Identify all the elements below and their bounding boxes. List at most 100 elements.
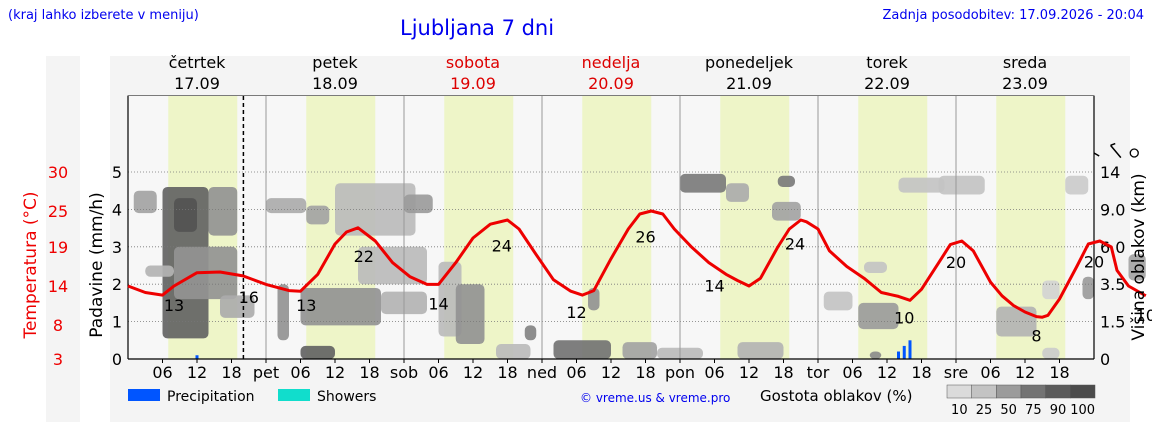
x-tick-label: 06 <box>290 363 310 382</box>
cloud-height-tick-label: 0 <box>1100 350 1110 369</box>
x-tick-label: 12 <box>1015 363 1035 382</box>
x-tick-label: sob <box>390 363 418 382</box>
cloud-block <box>145 265 174 277</box>
cloud-block <box>622 342 657 359</box>
cloud-block <box>300 345 335 359</box>
precip-axis-label: Padavine (mm/h) <box>87 192 107 337</box>
precip-bar <box>897 351 900 359</box>
cloud-height-tick-label: 9.0 <box>1100 200 1125 219</box>
cloud-block <box>680 173 726 193</box>
x-tick-label: 18 <box>635 363 655 382</box>
temperature-value-label: 26 <box>635 228 655 247</box>
cloud-scale-label: 10 <box>951 403 968 418</box>
x-tick-label: 06 <box>704 363 724 382</box>
x-tick-label: 06 <box>428 363 448 382</box>
day-name: četrtek <box>169 53 227 72</box>
temperature-value-label: 13 <box>296 296 316 315</box>
cloud-block <box>858 302 899 330</box>
cloud-density-label: Gostota oblakov (%) <box>760 387 913 405</box>
cloud-scale-label: 100 <box>1070 403 1095 418</box>
wind-calm-mark <box>1129 148 1139 158</box>
cloud-scale-label: 50 <box>1000 403 1017 418</box>
x-tick-label: 12 <box>325 363 345 382</box>
cloud-block <box>1042 347 1060 359</box>
precip-legend-label: Precipitation <box>167 389 255 405</box>
cloud-block <box>404 194 433 214</box>
subtitle: (kraj lahko izberete v meniju) <box>8 8 199 23</box>
temperature-value-label: 14 <box>428 294 448 313</box>
temperature-line <box>127 209 1147 319</box>
day-name: torek <box>866 53 908 72</box>
day-name: petek <box>312 53 358 72</box>
cloud-block <box>1065 175 1089 195</box>
daylight-band <box>720 96 790 359</box>
x-tick-label: 06 <box>152 363 172 382</box>
day-date: 21.09 <box>726 74 772 93</box>
temperature-value-label: 22 <box>354 247 374 266</box>
day-date: 19.09 <box>450 74 496 93</box>
daylight-band <box>582 96 652 359</box>
temperature-tick-label: 25 <box>48 202 68 221</box>
cloud-block <box>455 284 485 345</box>
cloud-scale-swatch <box>971 384 997 399</box>
cloud-block <box>864 261 887 273</box>
cloud-block <box>777 175 795 187</box>
cloud-block <box>174 198 197 232</box>
cloud-block <box>220 295 255 318</box>
precip-bar <box>195 355 199 359</box>
x-tick-label: 18 <box>911 363 931 382</box>
temperature-value-label: 8 <box>1031 327 1041 346</box>
x-tick-label: 12 <box>739 363 759 382</box>
page-title: Ljubljana 7 dni <box>400 16 555 40</box>
cloud-block <box>898 177 945 193</box>
day-date: 23.09 <box>1002 74 1048 93</box>
cloud-block <box>588 287 600 311</box>
cloud-scale-label: 25 <box>976 403 993 418</box>
day-date: 18.09 <box>312 74 358 93</box>
cloud-block <box>266 198 307 214</box>
cloud-scale-swatch <box>996 384 1022 399</box>
temperature-value-label: 24 <box>785 235 805 254</box>
x-tick-label: tor <box>807 363 830 382</box>
temperature-tick-label: 30 <box>48 163 68 182</box>
temperature-value-label: 10 <box>894 308 914 327</box>
temperature-tick-label: 14 <box>48 277 68 296</box>
cloud-block <box>277 284 289 341</box>
precip-tick-label: 5 <box>112 163 122 182</box>
x-tick-label: sre <box>944 363 968 382</box>
wind-barb <box>1109 144 1122 159</box>
precip-tick-label: 1 <box>112 313 122 332</box>
last-updated: Zadnja posodobitev: 17.09.2026 - 20:04 <box>882 8 1144 23</box>
x-tick-label: ned <box>527 363 557 382</box>
precip-tick-label: 0 <box>112 350 122 369</box>
precip-bar <box>902 345 906 359</box>
x-tick-label: 12 <box>877 363 897 382</box>
cloud-scale-label: 90 <box>1050 403 1067 418</box>
precip-tick-label: 3 <box>112 238 122 257</box>
precip-bar <box>908 340 912 359</box>
day-date: 22.09 <box>864 74 910 93</box>
x-tick-label: pon <box>665 363 695 382</box>
precip-tick-label: 2 <box>112 275 122 294</box>
credit-text: © vreme.us & vreme.pro <box>580 391 730 405</box>
cloud-block <box>524 325 537 341</box>
cloud-height-tick-label: 14 <box>1100 163 1120 182</box>
day-date: 20.09 <box>588 74 634 93</box>
day-name: sreda <box>1003 53 1047 72</box>
cloud-height-axis-label: Višina oblakov (km) <box>1129 173 1149 340</box>
x-tick-label: 18 <box>773 363 793 382</box>
cloud-block <box>553 340 611 359</box>
temperature-value-label: 14 <box>704 277 724 296</box>
x-tick-label: 12 <box>463 363 483 382</box>
precip-tick-label: 4 <box>112 200 122 219</box>
cloud-scale-swatch <box>1070 384 1096 399</box>
cloud-block <box>300 287 381 326</box>
cloud-block <box>1128 254 1146 281</box>
cloud-block <box>737 342 784 359</box>
temperature-value-label: 24 <box>492 236 512 255</box>
temperature-value-label: 12 <box>566 303 586 322</box>
day-header: četrtek 17.09 petek 18.09 sobota 19.09 nedelja… <box>169 53 1048 93</box>
x-tick-label: 18 <box>1049 363 1069 382</box>
cloud-block <box>938 175 985 195</box>
